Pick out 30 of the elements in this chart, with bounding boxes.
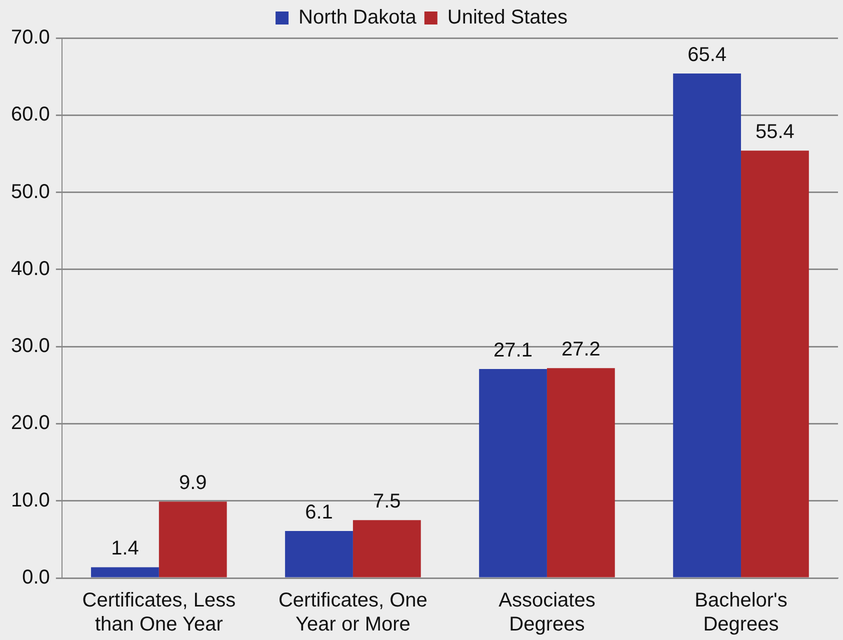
y-tick-label: 20.0: [10, 412, 50, 434]
legend-label: United States: [447, 6, 568, 29]
bar: [546, 368, 615, 578]
y-tick-label: 50.0: [10, 180, 50, 203]
data-label: 27.1: [494, 339, 532, 362]
x-tick-label: Bachelor's Degrees: [694, 590, 788, 636]
bar: [352, 520, 421, 578]
y-tick-label: 0.0: [22, 566, 50, 589]
bar: [479, 368, 547, 578]
data-label: 7.5: [373, 490, 401, 513]
data-label: 6.1: [305, 501, 333, 524]
x-tick-label: Certificates, Less than One Year: [82, 590, 236, 636]
y-tick-label: 40.0: [10, 258, 50, 280]
x-tick-label: Associates Degrees: [498, 590, 596, 636]
data-label: 65.4: [688, 44, 727, 66]
y-tick-label: 60.0: [10, 104, 50, 126]
y-tick-label: 70.0: [10, 26, 50, 49]
bar: [673, 73, 741, 578]
y-tick-label: 30.0: [10, 335, 50, 358]
legend-label: North Dakota: [298, 6, 418, 29]
x-tick-label: Certificates, One Year or More: [278, 590, 428, 636]
bar: [740, 150, 809, 578]
data-label: 9.9: [178, 472, 207, 494]
bar: [158, 502, 227, 578]
y-tick-label: 10.0: [10, 489, 50, 512]
bar: [91, 567, 159, 578]
data-label: 27.2: [561, 338, 600, 361]
data-label: 55.4: [755, 121, 794, 144]
data-label: 1.4: [111, 538, 139, 560]
bar: [285, 530, 353, 578]
